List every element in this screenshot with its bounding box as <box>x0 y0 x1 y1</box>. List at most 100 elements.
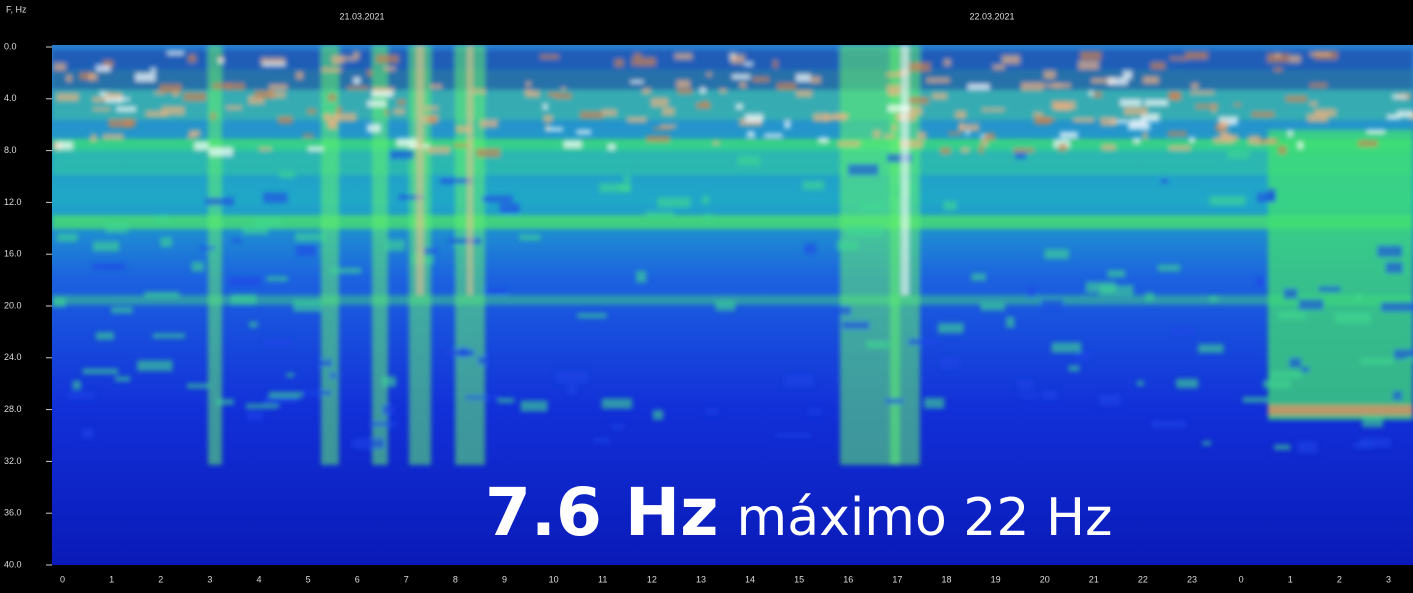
spectral-speck <box>1054 139 1070 149</box>
spectral-speck <box>891 124 898 131</box>
spectral-speck <box>593 437 611 444</box>
spectral-speck <box>1176 378 1199 389</box>
spectral-speck <box>316 359 333 367</box>
spectral-speck <box>245 403 279 409</box>
spectral-speck <box>739 81 747 88</box>
spectral-speck <box>1051 342 1082 353</box>
spectral-speck <box>1068 365 1080 372</box>
spectral-speck <box>1059 131 1078 138</box>
spectral-speck <box>476 148 501 158</box>
spectral-speck <box>329 372 337 379</box>
spectral-speck <box>1198 344 1224 353</box>
spectral-speck <box>1221 134 1239 141</box>
spectral-speck <box>1385 261 1403 274</box>
spectral-speck <box>335 113 357 122</box>
spectral-speck <box>1314 108 1336 117</box>
spectral-speck <box>135 73 156 82</box>
spectral-speck <box>965 130 970 136</box>
spectral-speck <box>630 80 644 84</box>
spectral-speck <box>958 123 980 132</box>
spectral-speck <box>96 65 111 72</box>
spectral-speck <box>802 180 825 190</box>
spectral-speck <box>883 134 895 139</box>
x-tick-label: 13 <box>696 574 706 584</box>
spectral-band <box>1268 405 1413 415</box>
spectral-speck <box>739 118 763 127</box>
spectral-speck <box>105 93 122 99</box>
spectral-speck <box>205 197 235 206</box>
spectral-speck <box>144 291 180 298</box>
spectral-speck <box>1289 357 1302 369</box>
spectral-speck <box>116 106 136 112</box>
spectral-speck <box>519 234 541 241</box>
spectral-speck <box>635 270 647 283</box>
spectral-speck <box>1307 113 1329 123</box>
spectral-streak <box>416 45 424 295</box>
spectral-speck <box>424 247 437 257</box>
spectral-speck <box>715 300 736 311</box>
spectral-speck <box>1393 349 1413 360</box>
x-tick-label: 19 <box>991 574 1001 584</box>
x-tick-label: 6 <box>355 574 360 584</box>
spectral-speck <box>1355 293 1363 303</box>
spectral-speck <box>702 195 709 205</box>
spectral-speck <box>1169 56 1188 61</box>
spectral-speck <box>263 337 292 347</box>
spectral-speck <box>1190 91 1215 95</box>
spectral-speck <box>1051 101 1076 110</box>
spectral-speck <box>66 74 72 82</box>
spectral-speck <box>429 84 442 89</box>
spectral-speck <box>293 300 322 312</box>
spectral-speck <box>1285 95 1307 102</box>
spectral-speck <box>102 133 124 139</box>
spectral-speck <box>393 108 405 115</box>
spectral-speck <box>981 108 1005 112</box>
spectral-speck <box>115 376 131 382</box>
spectral-streak <box>467 45 473 295</box>
spectral-speck <box>938 323 964 334</box>
spectral-speck <box>188 54 196 63</box>
spectral-speck <box>731 54 745 64</box>
spectral-speck <box>563 140 582 148</box>
spectral-speck <box>95 332 115 340</box>
spectral-speck <box>764 133 783 138</box>
spectral-speck <box>775 433 811 438</box>
spectral-speck <box>56 93 79 101</box>
spectral-speck <box>1143 76 1159 84</box>
spectral-speck <box>295 232 327 242</box>
x-tick-label: 3 <box>207 574 212 584</box>
x-tick-label: 18 <box>941 574 951 584</box>
spectral-speck <box>706 72 712 77</box>
spectral-speck <box>981 137 988 147</box>
spectral-speck <box>440 177 473 184</box>
spectral-speck <box>93 107 111 111</box>
spectral-speck <box>696 102 711 109</box>
x-tick-label: 20 <box>1040 574 1050 584</box>
spectral-speck <box>980 303 1006 311</box>
spectral-speck <box>366 124 381 133</box>
spectral-speck <box>295 245 316 256</box>
spectral-speck <box>331 55 344 64</box>
spectral-speck <box>784 120 791 129</box>
spectral-speck <box>90 134 97 142</box>
spectral-streak <box>840 45 900 465</box>
spectral-speck <box>328 93 337 102</box>
spectral-speck <box>1219 131 1230 137</box>
spectral-speck <box>211 112 216 121</box>
spectral-speck <box>389 150 415 160</box>
spectral-speck <box>917 131 927 139</box>
spectral-speck <box>81 428 94 439</box>
spectral-speck <box>216 399 234 405</box>
spectral-speck <box>1358 140 1378 147</box>
spectral-speck <box>268 391 303 399</box>
spectral-speck <box>1278 311 1306 320</box>
spectral-speck <box>526 81 531 87</box>
spectral-speck <box>1318 286 1341 292</box>
spectral-speck <box>347 86 369 90</box>
spectral-speck <box>744 62 753 66</box>
spectral-speck <box>940 357 960 370</box>
spectral-speck <box>1041 299 1064 309</box>
spectral-speck <box>1085 281 1116 293</box>
x-tick-label: 23 <box>1187 574 1197 584</box>
spectral-speck <box>548 92 559 97</box>
